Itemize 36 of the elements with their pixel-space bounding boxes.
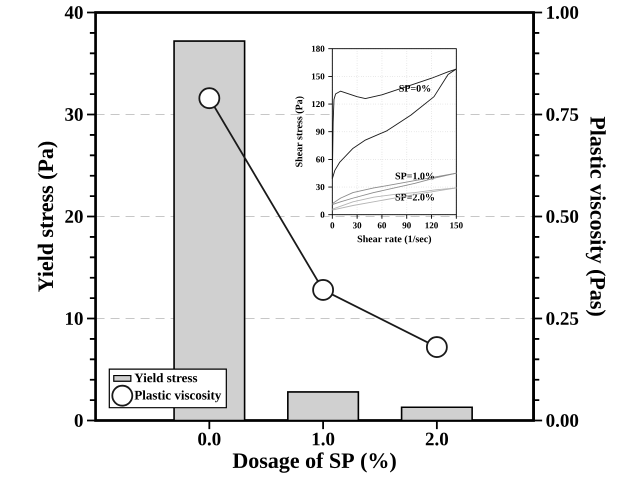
- y-tick-label: 40: [64, 6, 83, 19]
- y2-tick-label: 0.25: [546, 312, 578, 325]
- x-tick-label: 60: [378, 222, 386, 228]
- x-tick-label: 150: [450, 222, 463, 228]
- y-tick-label: 90: [316, 128, 324, 135]
- legend-label: Yield stress: [134, 373, 198, 382]
- y2-tick-label: 0.50: [546, 210, 578, 223]
- x-tick-label: 1.0: [312, 432, 334, 446]
- x-tick-label: 90: [402, 222, 411, 228]
- y-tick-label: 0: [320, 212, 324, 218]
- x-axis-title: Dosage of SP (%): [232, 452, 396, 473]
- y2-tick-label: 0.75: [546, 108, 578, 121]
- y-tick-label: 180: [312, 46, 324, 52]
- y-tick-label: 0: [74, 414, 83, 427]
- x-tick-label: 2.0: [426, 432, 448, 446]
- y2-axis-title: Plastic viscosity (Pas): [586, 116, 606, 316]
- y-tick-label: 60: [316, 156, 324, 162]
- series-label: SP=1.0%: [396, 172, 434, 180]
- y-tick-label: 120: [312, 101, 324, 108]
- x-tick-label: 0: [330, 222, 334, 228]
- x-tick-label: 30: [352, 222, 362, 228]
- series-label: SP=0%: [399, 84, 430, 92]
- x-tick-label: 0.0: [198, 432, 220, 446]
- y-axis-title: Yield stress (Pa): [38, 142, 58, 292]
- x-tick-label: 120: [425, 222, 438, 228]
- y2-tick-label: 1.00: [547, 6, 578, 19]
- y2-tick-label: 0.00: [546, 414, 578, 427]
- y-tick-label: 30: [316, 184, 324, 190]
- y-tick-label: 150: [312, 73, 324, 80]
- x-axis-title: Shear rate (1/sec): [358, 235, 432, 244]
- legend-label: Plastic viscosity: [134, 390, 222, 402]
- series-label: SP=2.0%: [396, 194, 434, 201]
- y-tick-label: 20: [65, 210, 83, 223]
- y-tick-label: 10: [66, 312, 83, 325]
- y-tick-label: 30: [65, 108, 83, 121]
- y-axis-title: Shear stress (Pa): [295, 96, 304, 167]
